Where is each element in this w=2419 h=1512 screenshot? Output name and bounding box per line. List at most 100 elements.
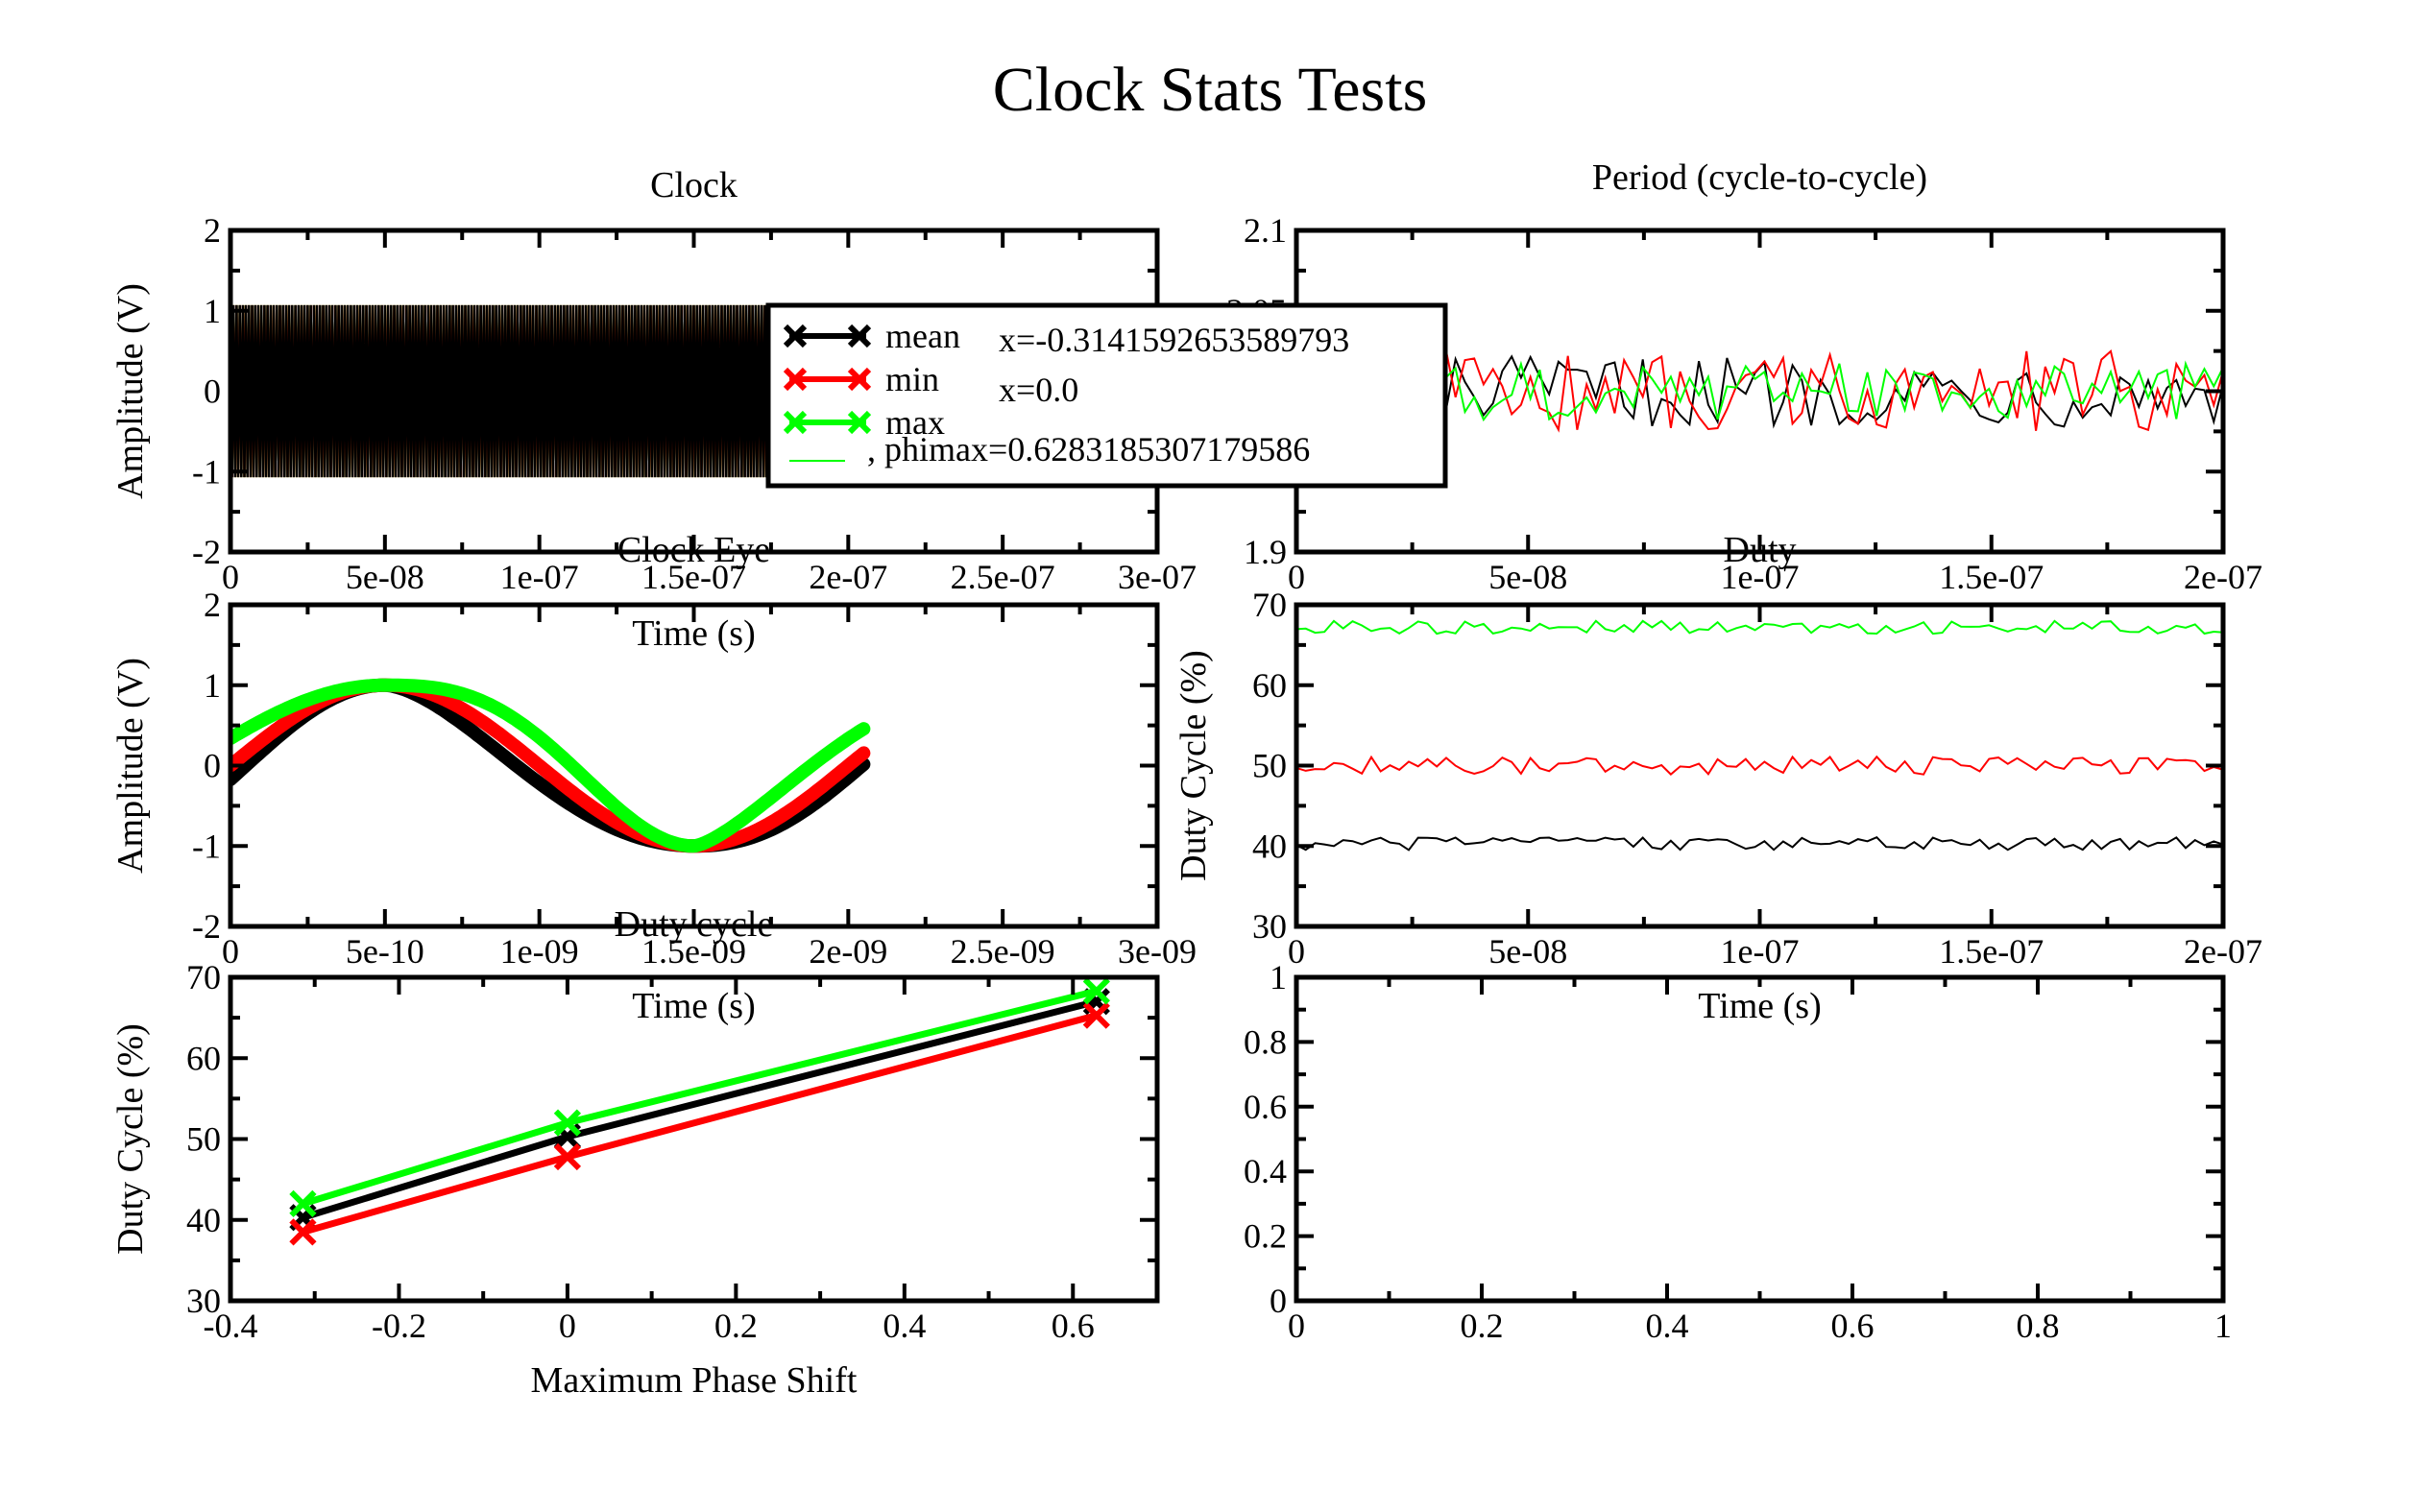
clock-series-mean	[230, 304, 865, 478]
dutycycle-line-mean	[302, 997, 1098, 1221]
dutycycle-marker-min	[289, 1218, 317, 1246]
duty-data	[1296, 619, 2223, 852]
duty-subplot: 0 5e-08 1e-07 1.5e-07 2e-07 30 40 50 60 70 Duty Tim…	[1173, 530, 2262, 1026]
duty-ytick-label: 50	[1252, 747, 1287, 785]
dutycycle-marker-min	[553, 1142, 582, 1171]
empty-subplot: 0 0.2 0.4 0.6 0.8 1 0 0.2 0.4 0.6 0.8 1	[1244, 958, 2232, 1345]
eye-xtick-label: 2.5e-09	[951, 932, 1055, 971]
eye-ytick-label: 1	[204, 666, 221, 705]
duty-title: Duty	[1724, 530, 1797, 570]
clock-xtick-label: 3e-07	[1118, 558, 1197, 596]
duty-ytick-label: 40	[1252, 827, 1287, 865]
clock-xtick-label: 1e-07	[500, 558, 579, 596]
clock-ytick-label: 2	[204, 211, 221, 250]
dutycycle-ytick-label: 70	[186, 958, 221, 996]
eye-data	[230, 678, 871, 853]
dutycycle-line-min	[302, 1012, 1098, 1236]
duty-xtick-label: 1.5e-07	[1939, 932, 2044, 971]
period-series-min	[1296, 349, 2223, 433]
legend: mean min max x=-0.3141592653589793 x=0.0 , ph…	[765, 302, 1448, 489]
dutycycle-title: Duty cycle	[615, 904, 774, 945]
dutycycle-ylabel: Duty Cycle (%)	[110, 1023, 151, 1255]
eye-xtick-label: 1e-09	[500, 932, 579, 971]
duty-xtick-label: 1e-07	[1721, 932, 1800, 971]
duty-ytick-label: 70	[1252, 586, 1287, 624]
legend-param-text: x=-0.3141592653589793	[999, 321, 1349, 359]
dutycycle-xtick-label: 0.6	[1052, 1307, 1095, 1345]
dutycycle-ytick-label: 50	[186, 1120, 221, 1159]
eye-xtick-label: 3e-09	[1118, 932, 1197, 971]
duty-series-max	[1296, 619, 2223, 636]
dutycycle-xlabel: Maximum Phase Shift	[531, 1360, 858, 1401]
empty-ytick-label: 0.4	[1244, 1152, 1287, 1190]
clock-xtick-label: 0	[222, 558, 239, 596]
dutycycle-marker-max	[1082, 977, 1110, 1005]
eye-xtick-label: 1.5e-09	[641, 932, 746, 971]
dutycycle-marker-min	[1082, 1001, 1110, 1029]
legend-label-mean: mean	[885, 317, 960, 355]
period-ytick-label: 1.9	[1244, 533, 1287, 571]
dutycycle-ytick-label: 30	[186, 1282, 221, 1320]
empty-ytick-label: 1	[1270, 958, 1287, 996]
eye-ytick-label: 0	[204, 747, 221, 785]
eye-ytick-label: -2	[192, 907, 221, 946]
legend-label-max: max	[885, 403, 945, 442]
period-ytick-label: 2.1	[1244, 211, 1287, 250]
period-data	[1296, 349, 2223, 433]
clock-ytick-label: 0	[204, 372, 221, 411]
eye-subplot: 0 5e-10 1e-09 1.5e-09 2e-09 2.5e-09 3e-09 -2 -1 0…	[110, 530, 1197, 1026]
eye-title: Clock Eye	[617, 530, 770, 570]
clock-ylabel: Amplitude (V)	[110, 283, 151, 499]
clock-subplot: 0 5e-08 1e-07 1.5e-07 2e-07 2.5e-07 3e-07 -2 -1 0…	[110, 165, 1197, 654]
empty-ytick-label: 0.6	[1244, 1088, 1287, 1126]
clock-xtick-label: 5e-08	[346, 558, 424, 596]
empty-ytick-label: 0.2	[1244, 1217, 1287, 1256]
duty-series-mean	[1296, 836, 2223, 852]
legend-param-text: x=0.0	[999, 371, 1078, 409]
eye-xtick-label: 2e-09	[809, 932, 887, 971]
figure-title: Clock Stats Tests	[993, 55, 1428, 125]
dutycycle-xtick-label: -0.4	[204, 1307, 258, 1345]
clock-xtick-label: 2e-07	[809, 558, 887, 596]
empty-xtick-label: 0	[1288, 1307, 1305, 1345]
empty-ytick-label: 0	[1270, 1282, 1287, 1320]
legend-marker-mean	[783, 324, 808, 348]
dutycycle-subplot: -0.4 -0.2 0 0.2 0.4 0.6 30 40 50 60 70 Duty cycle Ma…	[110, 904, 1160, 1401]
dutycycle-xtick-label: 0.2	[714, 1307, 758, 1345]
clock-xtick-label: 1.5e-07	[641, 558, 746, 596]
eye-series-max	[230, 678, 871, 853]
duty-xtick-label: 2e-07	[2184, 932, 2262, 971]
clock-data	[230, 304, 865, 478]
period-xtick-label: 1e-07	[1721, 558, 1800, 596]
period-xtick-label: 5e-08	[1488, 558, 1567, 596]
duty-ytick-label: 30	[1252, 907, 1287, 946]
legend-label-min: min	[885, 360, 939, 398]
clock-ytick-label: -1	[192, 452, 221, 491]
legend-param-text: , phimax=0.6283185307179586	[867, 430, 1310, 468]
duty-xtick-label: 0	[1288, 932, 1305, 971]
clock-ytick-label: 1	[204, 292, 221, 330]
legend-marker-max	[783, 410, 808, 435]
duty-ytick-label: 60	[1252, 666, 1287, 705]
dutycycle-marker-max	[553, 1109, 582, 1137]
legend-marker-min	[847, 367, 872, 392]
dutycycle-data	[289, 977, 1110, 1246]
dutycycle-xtick-label: -0.2	[372, 1307, 426, 1345]
legend-marker-mean	[847, 324, 872, 348]
clock-xtick-label: 2.5e-07	[951, 558, 1055, 596]
period-title: Period (cycle-to-cycle)	[1592, 157, 1927, 198]
period-series-max	[1296, 359, 2223, 422]
eye-ytick-label: 2	[204, 586, 221, 624]
subplots: 0 5e-08 1e-07 1.5e-07 2e-07 2.5e-07 3e-07-2-10…	[110, 157, 2262, 1401]
duty-xlabel: Time (s)	[1698, 986, 1821, 1026]
clock-title: Clock	[650, 165, 738, 205]
period-xtick-label: 0	[1288, 558, 1305, 596]
eye-ytick-label: -1	[192, 827, 221, 865]
empty-xtick-label: 0.6	[1831, 1307, 1875, 1345]
eye-xtick-label: 5e-10	[346, 932, 424, 971]
eye-xtick-label: 0	[222, 932, 239, 971]
dutycycle-marker-max	[289, 1189, 317, 1218]
period-xtick-label: 1.5e-07	[1939, 558, 2044, 596]
empty-xtick-label: 0.4	[1646, 1307, 1689, 1345]
